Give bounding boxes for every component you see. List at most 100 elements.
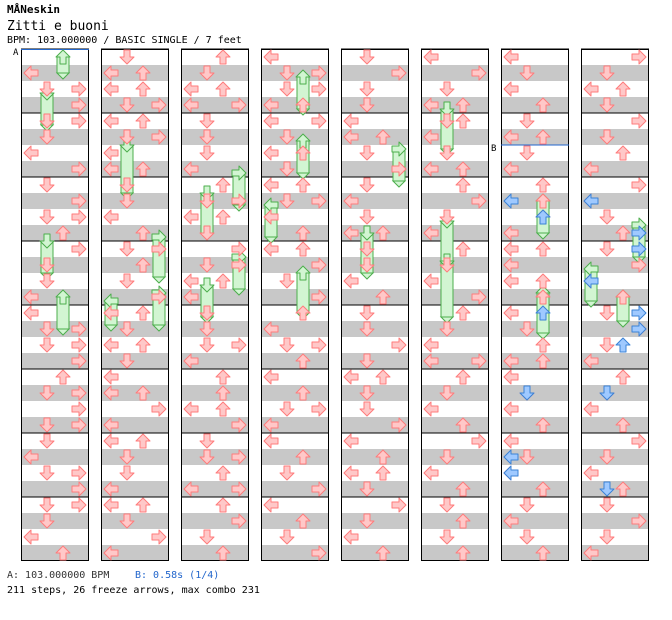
step-arrow xyxy=(183,401,199,417)
step-arrow xyxy=(343,433,359,449)
step-arrow xyxy=(455,513,471,529)
step-arrow xyxy=(535,481,551,497)
step-arrow xyxy=(263,369,279,385)
step-arrow xyxy=(279,273,295,289)
step-arrow xyxy=(343,465,359,481)
step-arrow xyxy=(231,449,247,465)
step-arrow xyxy=(503,49,519,65)
step-arrow xyxy=(631,49,647,65)
step-arrow xyxy=(359,385,375,401)
column-border xyxy=(421,49,489,561)
step-arrow xyxy=(103,545,119,561)
step-arrow xyxy=(535,97,551,113)
freeze-head xyxy=(55,49,71,65)
step-arrow xyxy=(119,273,135,289)
freeze-head xyxy=(391,141,407,157)
step-arrow xyxy=(503,401,519,417)
freeze-tail xyxy=(439,316,455,324)
step-arrow xyxy=(503,129,519,145)
step-arrow xyxy=(503,225,519,241)
beat-stripe xyxy=(181,225,249,241)
chart-column xyxy=(501,48,569,561)
freeze-head xyxy=(39,233,55,249)
step-arrow xyxy=(151,401,167,417)
beat-stripe xyxy=(181,257,249,273)
step-arrow xyxy=(455,161,471,177)
step-arrow xyxy=(119,97,135,113)
step-arrow xyxy=(359,177,375,193)
step-arrow xyxy=(71,97,87,113)
beat-stripe xyxy=(341,225,409,241)
step-arrow xyxy=(535,289,551,305)
step-arrow xyxy=(183,289,199,305)
step-arrow xyxy=(503,273,519,289)
step-arrow xyxy=(375,289,391,305)
step-arrow xyxy=(471,289,487,305)
step-arrow xyxy=(455,417,471,433)
beat-stripe xyxy=(181,65,249,81)
step-arrow xyxy=(39,497,55,513)
step-arrow xyxy=(119,321,135,337)
freeze-head xyxy=(199,277,215,293)
step-arrow xyxy=(39,273,55,289)
step-arrow xyxy=(599,129,615,145)
step-arrow xyxy=(199,449,215,465)
step-arrow xyxy=(135,81,151,97)
step-arrow xyxy=(71,481,87,497)
shock-arrow xyxy=(599,481,615,497)
step-arrow xyxy=(295,385,311,401)
step-arrow xyxy=(311,545,327,561)
column-border xyxy=(101,49,169,561)
step-arrow xyxy=(519,65,535,81)
step-arrow xyxy=(23,145,39,161)
beat-stripe xyxy=(421,289,489,305)
step-arrow xyxy=(535,353,551,369)
step-arrow xyxy=(55,545,71,561)
step-arrow xyxy=(583,81,599,97)
step-arrow xyxy=(391,337,407,353)
step-arrow xyxy=(311,289,327,305)
freeze-head xyxy=(439,101,455,117)
step-arrow xyxy=(71,353,87,369)
step-arrow xyxy=(343,225,359,241)
step-arrow xyxy=(183,209,199,225)
step-arrow xyxy=(279,193,295,209)
step-arrow xyxy=(455,177,471,193)
step-arrow xyxy=(71,417,87,433)
step-arrow xyxy=(103,417,119,433)
step-arrow xyxy=(391,417,407,433)
chart-column xyxy=(181,48,249,561)
step-arrow xyxy=(375,369,391,385)
step-arrow xyxy=(23,289,39,305)
beat-stripe xyxy=(181,129,249,145)
beat-stripe xyxy=(261,289,329,305)
beat-stripe xyxy=(421,97,489,113)
step-arrow xyxy=(471,353,487,369)
step-arrow xyxy=(279,81,295,97)
shock-arrow xyxy=(631,321,647,337)
step-arrow xyxy=(103,161,119,177)
step-arrow xyxy=(263,177,279,193)
step-arrow xyxy=(615,81,631,97)
shock-arrow xyxy=(631,305,647,321)
step-arrow xyxy=(343,369,359,385)
step-arrow xyxy=(279,465,295,481)
step-arrow xyxy=(39,209,55,225)
beat-stripe xyxy=(341,481,409,497)
step-arrow xyxy=(455,241,471,257)
step-arrow xyxy=(71,401,87,417)
step-arrow xyxy=(71,497,87,513)
beat-stripe xyxy=(581,65,649,81)
step-arrow xyxy=(343,113,359,129)
beat-stripe xyxy=(261,129,329,145)
step-arrow xyxy=(439,81,455,97)
beat-stripe xyxy=(341,321,409,337)
step-arrow xyxy=(215,177,231,193)
beat-stripe xyxy=(261,225,329,241)
step-arrow xyxy=(359,97,375,113)
step-arrow xyxy=(423,225,439,241)
step-arrow xyxy=(295,513,311,529)
step-arrow xyxy=(615,417,631,433)
step-arrow xyxy=(23,449,39,465)
